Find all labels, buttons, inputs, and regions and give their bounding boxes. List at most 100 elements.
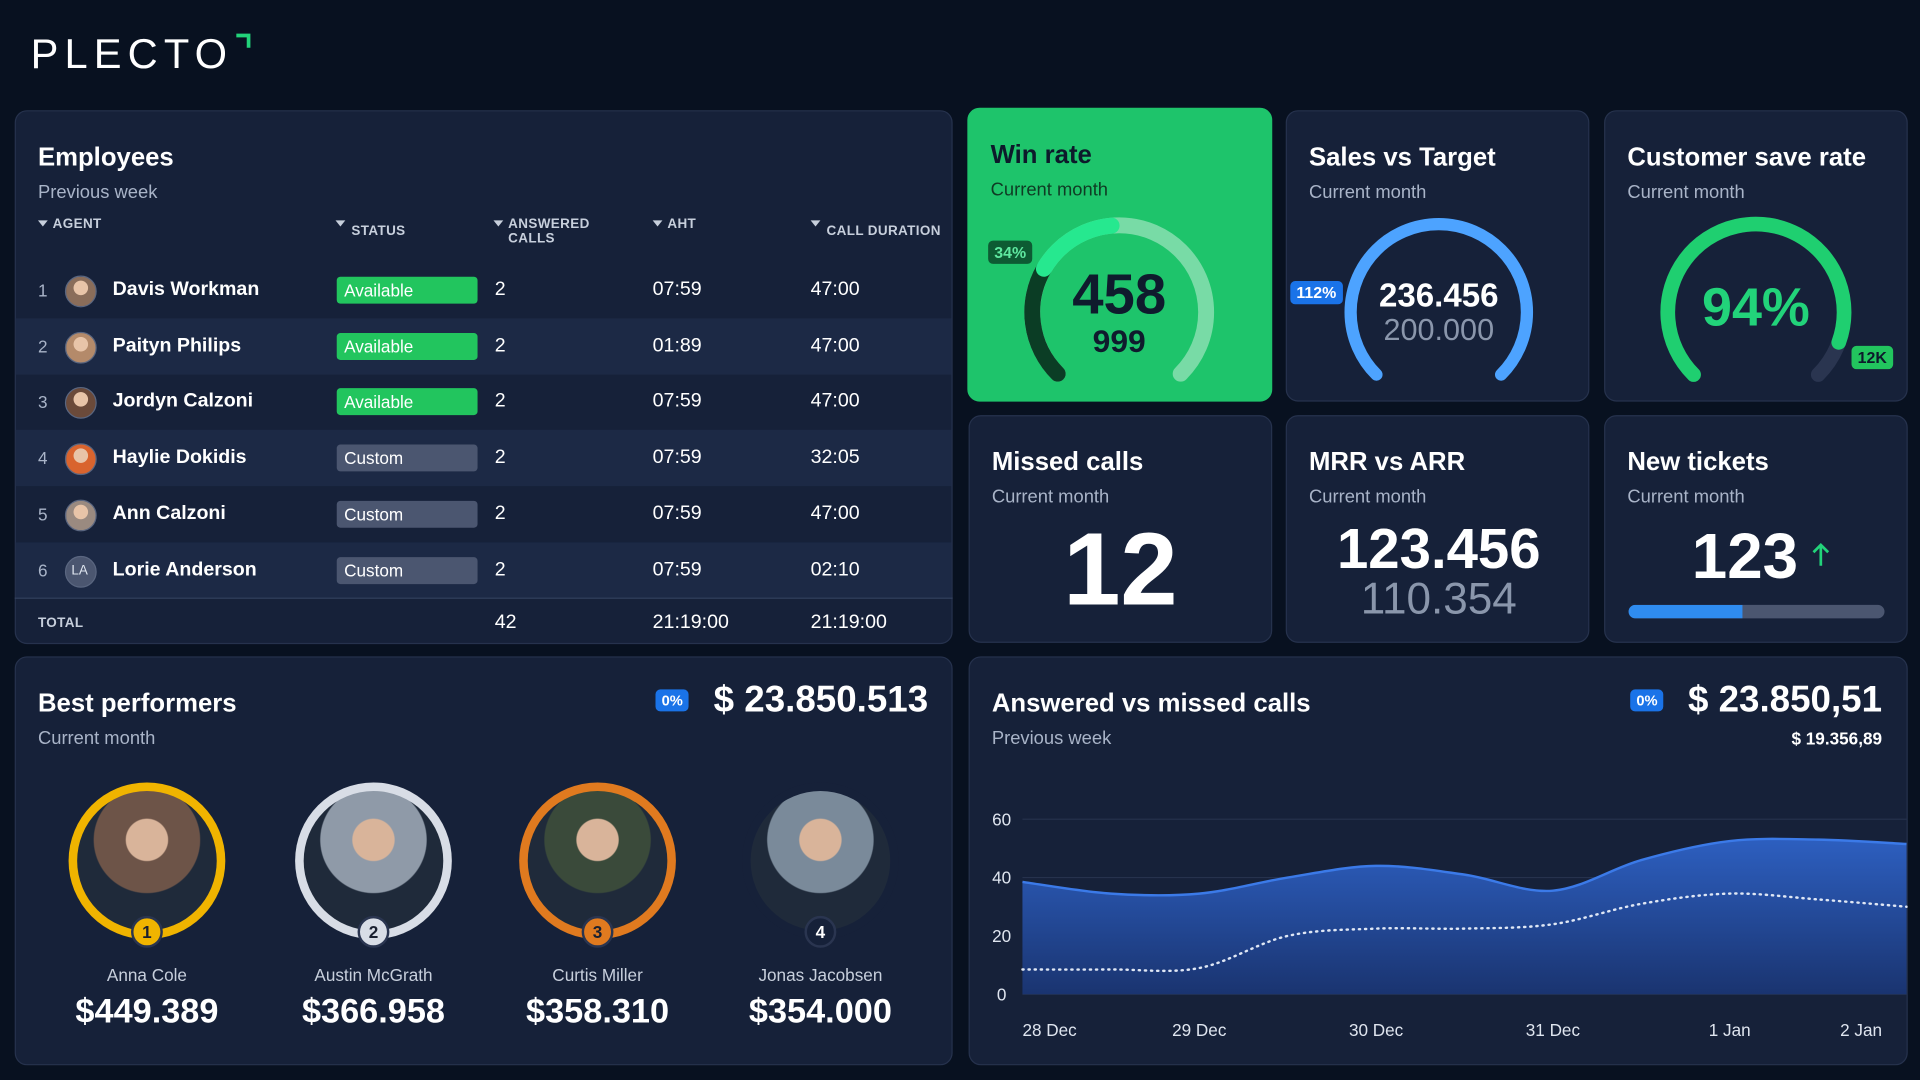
status-badge	[336, 556, 478, 584]
aht: 01:89	[652, 335, 702, 356]
gauge-value: 236.456	[1379, 277, 1499, 315]
kpi-secondary: 110.354	[1360, 573, 1517, 624]
rank-number: 4	[815, 922, 826, 942]
card-title: Win rate	[990, 140, 1092, 169]
avatar	[64, 331, 97, 364]
status-badge	[336, 500, 478, 528]
x-tick-label: 28 Dec	[1022, 1020, 1077, 1040]
card-subtitle: Current month	[1627, 486, 1745, 508]
kpi-value: 123	[1691, 521, 1799, 593]
rank: 1	[37, 280, 48, 301]
gauge-badge: 34%	[988, 240, 1033, 264]
area-chart: 0 20 40 60 28 Dec 29 Dec 30 Dec 31 Dec 1 Jan 2 Ja…	[992, 809, 1908, 1040]
status-text: Custom	[344, 448, 404, 468]
aht: 07:59	[652, 447, 702, 468]
row-background	[15, 542, 952, 599]
call-duration: 47:00	[810, 503, 860, 524]
area	[1022, 838, 1907, 995]
panel-title: Employees	[37, 143, 174, 172]
card-subtitle: Current month	[991, 486, 1110, 508]
column-header: AHT	[667, 216, 697, 232]
missed-calls-card	[968, 415, 1273, 643]
call-duration: 47:00	[810, 279, 860, 301]
panel-title: Answered vs missed calls	[991, 689, 1311, 718]
rank: 4	[37, 448, 48, 468]
row-background	[15, 318, 952, 375]
rank-number: 1	[142, 922, 152, 942]
rank-badge	[804, 915, 837, 948]
gauge-value: 458	[1072, 262, 1167, 326]
card-title: Sales vs Target	[1308, 143, 1496, 172]
avatar-photo	[750, 791, 891, 931]
status-badge	[336, 332, 478, 360]
total-value: 21:19:00	[652, 612, 729, 634]
x-tick-label: 29 Dec	[1172, 1020, 1227, 1040]
call-duration: 47:00	[810, 391, 860, 412]
agent-name: Davis Workman	[112, 279, 260, 301]
y-tick-label: 0	[997, 984, 1007, 1004]
change-badge: 0%	[655, 689, 689, 712]
total-value: 21:19:00	[810, 612, 887, 634]
card-subtitle: Current month	[990, 179, 1109, 201]
avatar	[64, 499, 97, 532]
avatar	[64, 387, 97, 420]
card-subtitle: Current month	[1308, 486, 1427, 508]
aht: 07:59	[652, 279, 702, 301]
status-text: Custom	[344, 560, 404, 580]
y-tick-label: 40	[992, 868, 1011, 888]
answered-calls: 2	[494, 391, 506, 412]
agent-name: Haylie Dokidis	[112, 447, 247, 468]
column-header: CALL DURATION	[826, 224, 941, 239]
panel-title: Best performers	[37, 689, 237, 718]
gauge-badge: 112%	[1290, 281, 1343, 305]
rank: 5	[37, 504, 48, 524]
panel-subtitle: Current month	[37, 727, 156, 749]
agent-name: Jordyn Calzoni	[112, 391, 254, 412]
x-tick-label: 30 Dec	[1349, 1020, 1404, 1040]
rank-badge	[581, 915, 614, 948]
change-badge: 0%	[1630, 689, 1664, 712]
avatar	[64, 443, 97, 476]
answered-calls: 2	[494, 335, 506, 356]
avatar-photo	[77, 791, 217, 931]
x-tick-label: 1 Jan	[1709, 1020, 1751, 1040]
rank: 3	[37, 392, 48, 412]
total-amount: $ 23.850.513	[713, 679, 929, 721]
x-tick-label: 2 Jan	[1840, 1020, 1882, 1040]
card-title: Missed calls	[991, 448, 1144, 477]
performer-amount: $366.958	[301, 991, 445, 1030]
dotted-line	[1021, 892, 1908, 973]
answered-calls: 2	[494, 558, 506, 580]
status-text: Available	[344, 392, 414, 412]
status-badge	[336, 388, 478, 416]
logo-accent	[236, 33, 251, 48]
status-badge	[336, 444, 478, 472]
gauge-target: 200.000	[1383, 312, 1495, 348]
y-tick-label: 20	[992, 926, 1011, 946]
progress-fill	[1628, 604, 1743, 619]
status-text: Custom	[344, 504, 404, 524]
y-tick-label: 60	[992, 809, 1011, 829]
answered-calls: 2	[494, 447, 506, 468]
kpi-value: 12	[1063, 511, 1178, 627]
gauge-arc	[1660, 216, 1852, 382]
card-title: New tickets	[1627, 448, 1769, 477]
answered-calls: 2	[494, 279, 506, 301]
column-header: AGENT	[52, 216, 102, 232]
column-header: STATUS	[351, 224, 406, 239]
agent-name: Paityn Philips	[112, 335, 242, 356]
divider	[14, 597, 953, 599]
gauge-arc	[1035, 217, 1120, 277]
avatar	[64, 275, 97, 308]
rank-badge	[131, 915, 163, 948]
aht: 07:59	[652, 503, 702, 524]
progress-track	[1628, 604, 1885, 619]
logo: PLECTO	[30, 31, 234, 78]
panel-subtitle: Previous week	[991, 727, 1112, 749]
gauge-arc	[1024, 260, 1066, 382]
rank-number: 2	[368, 922, 379, 942]
call-duration: 47:00	[810, 335, 860, 356]
gauge-arc	[1344, 217, 1534, 381]
